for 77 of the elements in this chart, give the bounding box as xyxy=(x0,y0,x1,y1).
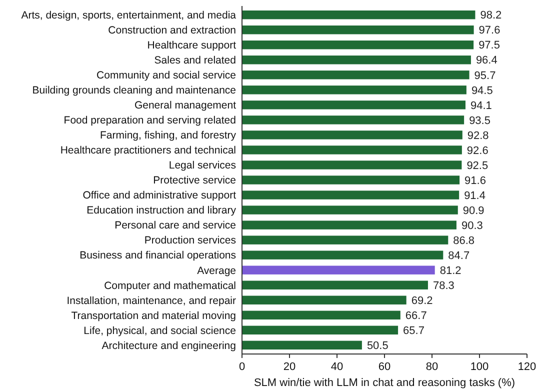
data-label: 90.9 xyxy=(462,204,484,217)
y-tick-label: General management xyxy=(134,100,236,112)
y-tick-label: Production services xyxy=(144,234,236,247)
y-tick-label: Business and financial operations xyxy=(80,250,236,262)
y-tick-label: Healthcare support xyxy=(147,40,236,52)
y-tick-label: Office and administrative support xyxy=(82,190,236,202)
data-label: 69.2 xyxy=(411,294,433,307)
data-label: 98.2 xyxy=(480,10,502,22)
data-label: 50.5 xyxy=(366,340,388,352)
x-axis-title: SLM win/tie with LLM in chat and reasoning tasks (%) xyxy=(254,377,516,389)
data-label: 92.6 xyxy=(466,144,488,157)
data-label: 86.8 xyxy=(453,234,475,247)
bar xyxy=(242,130,462,140)
bar xyxy=(242,326,398,334)
data-label: 97.5 xyxy=(478,40,500,52)
bar xyxy=(242,266,435,274)
bar xyxy=(242,236,448,244)
data-label: 92.8 xyxy=(467,130,489,142)
y-tick-label: Education instruction and library xyxy=(86,204,237,217)
data-label: 81.2 xyxy=(440,264,462,277)
data-label: 96.4 xyxy=(476,54,498,67)
x-tick-label: 60 xyxy=(378,361,391,373)
bar xyxy=(242,310,400,320)
x-tick-label: 20 xyxy=(283,361,296,373)
data-label: 65.7 xyxy=(403,324,424,337)
data-label: 94.5 xyxy=(471,84,493,97)
data-label: 66.7 xyxy=(405,310,427,322)
bar xyxy=(242,176,460,184)
data-label: 92.5 xyxy=(466,160,488,172)
y-tick-label: Installation, maintenance, and repair xyxy=(66,294,236,307)
y-tick-label: Computer and mathematical xyxy=(104,280,236,292)
y-tick-label: Sales and related xyxy=(154,54,236,67)
data-label: 97.6 xyxy=(478,24,500,37)
data-label: 94.1 xyxy=(470,100,492,112)
bar xyxy=(242,86,466,94)
bar xyxy=(242,10,476,20)
data-label: 78.3 xyxy=(432,280,454,292)
bar xyxy=(242,40,474,50)
bar xyxy=(242,190,460,200)
x-tick-label: 0 xyxy=(238,361,246,373)
x-tick-label: 40 xyxy=(330,361,344,373)
y-tick-label: Construction and extraction xyxy=(108,24,236,37)
x-tick-label: 100 xyxy=(470,361,489,373)
data-label: 93.5 xyxy=(469,114,490,127)
bar xyxy=(242,70,470,80)
bar xyxy=(242,296,406,304)
bar xyxy=(242,26,474,34)
y-tick-label: Protective service xyxy=(153,174,236,187)
bar xyxy=(242,100,466,110)
data-label: 91.6 xyxy=(464,174,486,187)
y-tick-label: Community and social service xyxy=(96,70,236,82)
data-label: 84.7 xyxy=(448,250,470,262)
bar xyxy=(242,160,462,170)
data-label: 91.4 xyxy=(464,190,486,202)
y-tick-label: Food preparation and serving related xyxy=(64,114,236,127)
y-tick-label: Arts, design, sports, entertainment, and media xyxy=(21,10,236,22)
y-tick-label: Personal care and service xyxy=(114,220,236,232)
y-tick-label: Transportation and material moving xyxy=(71,310,236,322)
bar xyxy=(242,250,444,260)
y-tick-label: Life, physical, and social science xyxy=(84,324,236,337)
bar xyxy=(242,206,458,214)
bar xyxy=(242,56,471,64)
y-tick-label: Legal services xyxy=(168,160,236,172)
x-tick-label: 80 xyxy=(426,361,438,373)
bar xyxy=(242,146,462,154)
data-label: 90.3 xyxy=(461,220,483,232)
x-tick-label: 120 xyxy=(518,361,536,373)
y-tick-label: Building grounds cleaning and maintenance xyxy=(32,84,236,97)
bar xyxy=(242,116,464,124)
bar xyxy=(242,340,362,350)
y-tick-label: Healthcare practitioners and technical xyxy=(60,144,236,157)
y-tick-label: Architecture and engineering xyxy=(102,340,236,352)
y-tick-label: Farming, fishing, and forestry xyxy=(100,130,237,142)
bar xyxy=(242,280,428,290)
y-tick-label: Average xyxy=(197,264,236,277)
data-label: 95.7 xyxy=(474,70,496,82)
bar xyxy=(242,220,456,230)
